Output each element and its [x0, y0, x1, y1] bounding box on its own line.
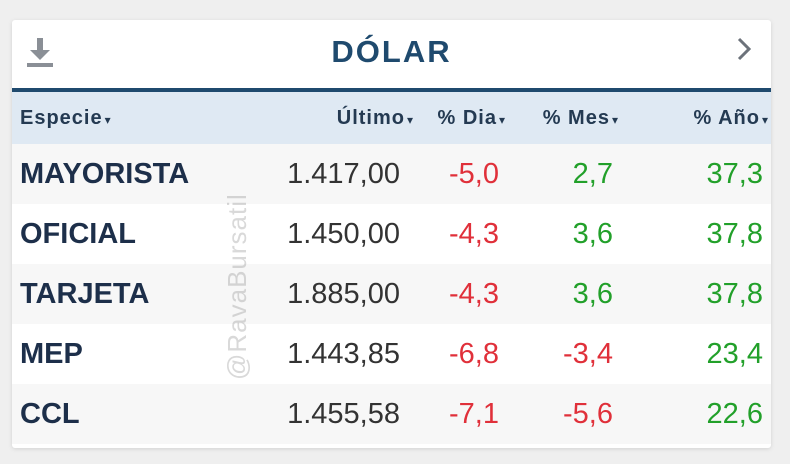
column-header-dia[interactable]: % Dia ▾	[437, 107, 506, 129]
column-header-especie[interactable]: Especie ▾	[20, 107, 112, 129]
cell-especie[interactable]: OFICIAL	[20, 218, 136, 250]
table-row[interactable]: TARJETA 1.885,00 -4,3 3,6 37,8	[12, 264, 771, 324]
cell-ultimo: 1.450,00	[287, 218, 400, 250]
column-header-mes[interactable]: % Mes ▾	[542, 107, 619, 129]
cell-mes: 2,7	[572, 158, 613, 190]
dolar-widget: DÓLAR Especie ▾ Último ▾ % Dia ▾ % Mes ▾ % A…	[12, 20, 771, 448]
sort-caret-icon: ▾	[761, 113, 769, 127]
cell-especie[interactable]: MEP	[20, 338, 83, 370]
sort-caret-icon: ▾	[611, 113, 619, 127]
table-row[interactable]: OFICIAL 1.450,00 -4,3 3,6 37,8	[12, 204, 771, 264]
sort-caret-icon: ▾	[406, 113, 414, 127]
cell-ultimo: 1.455,58	[287, 398, 400, 430]
column-header-ultimo[interactable]: Último ▾	[336, 107, 414, 129]
cell-ultimo: 1.443,85	[287, 338, 400, 370]
column-header-anio[interactable]: % Año ▾	[693, 107, 769, 129]
cell-dia: -4,3	[449, 218, 499, 250]
header-divider	[12, 88, 771, 92]
cell-mes: 3,6	[572, 218, 613, 250]
cell-anio: 37,8	[706, 278, 763, 310]
cell-ultimo: 1.885,00	[287, 278, 400, 310]
widget-header: DÓLAR	[12, 20, 771, 88]
table-header: Especie ▾ Último ▾ % Dia ▾ % Mes ▾ % Año ▾	[12, 92, 771, 144]
cell-dia: -4,3	[449, 278, 499, 310]
cell-mes: 3,6	[572, 278, 613, 310]
cell-dia: -5,0	[449, 158, 499, 190]
cell-anio: 22,6	[706, 398, 763, 430]
cell-especie[interactable]: CCL	[20, 398, 80, 430]
cell-anio: 37,3	[706, 158, 763, 190]
cell-mes: -5,6	[563, 398, 613, 430]
cell-dia: -7,1	[449, 398, 499, 430]
watermark: @RavaBursatil	[222, 193, 252, 380]
cell-mes: -3,4	[563, 338, 613, 370]
table-row[interactable]: MAYORISTA 1.417,00 -5,0 2,7 37,3	[12, 144, 771, 204]
table-body: MAYORISTA 1.417,00 -5,0 2,7 37,3 OFICIAL…	[12, 144, 771, 444]
cell-especie[interactable]: MAYORISTA	[20, 158, 190, 190]
download-icon[interactable]	[24, 36, 56, 70]
cell-especie[interactable]: TARJETA	[20, 278, 150, 310]
sort-caret-icon: ▾	[104, 113, 112, 127]
cell-ultimo: 1.417,00	[287, 158, 400, 190]
table-row[interactable]: MEP 1.443,85 -6,8 -3,4 23,4	[12, 324, 771, 384]
sort-caret-icon: ▾	[498, 113, 506, 127]
cell-anio: 23,4	[706, 338, 763, 370]
chevron-right-icon[interactable]	[731, 34, 757, 64]
widget-title: DÓLAR	[331, 34, 452, 69]
table-row[interactable]: CCL 1.455,58 -7,1 -5,6 22,6	[12, 384, 771, 444]
cell-dia: -6,8	[449, 338, 499, 370]
cell-anio: 37,8	[706, 218, 763, 250]
